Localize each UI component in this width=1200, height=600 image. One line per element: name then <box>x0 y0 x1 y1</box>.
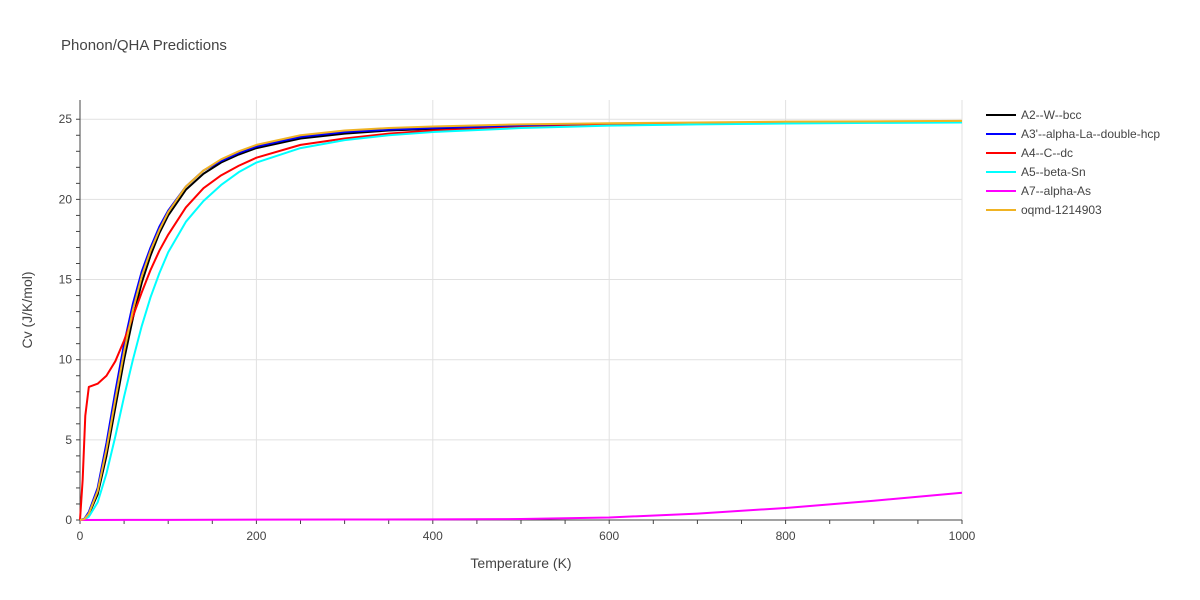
series-line-3 <box>79 121 963 521</box>
x-tick-label: 600 <box>599 529 619 543</box>
x-tick-label: 400 <box>423 529 443 543</box>
series-line-4 <box>79 491 963 521</box>
x-tick-label: 0 <box>77 529 84 543</box>
x-tick-label: 1000 <box>949 529 976 543</box>
legend-label: oqmd-1214903 <box>1021 203 1102 217</box>
y-axis-title: Cv (J/K/mol) <box>19 272 35 349</box>
x-tick-labels: 0 200 400 600 800 1000 <box>77 529 976 543</box>
axes <box>76 100 963 524</box>
legend-label: A2--W--bcc <box>1021 108 1081 122</box>
series-line-5 <box>79 119 963 521</box>
legend-label: A4--C--dc <box>1021 146 1073 160</box>
legend-label: A5--beta-Sn <box>1021 165 1086 179</box>
y-tick-label: 0 <box>65 513 72 527</box>
series-line-2 <box>79 120 963 521</box>
y-tick-label: 15 <box>59 273 73 287</box>
gridlines <box>80 100 963 520</box>
series-lines <box>79 119 963 521</box>
chart-title: Phonon/QHA Predictions <box>61 37 227 54</box>
x-axis-title: Temperature (K) <box>470 555 571 571</box>
legend-label: A7--alpha-As <box>1021 184 1091 198</box>
y-tick-labels: 0 5 10 15 20 25 <box>59 112 73 527</box>
y-tick-label: 20 <box>59 192 73 206</box>
x-tick-label: 800 <box>776 529 796 543</box>
x-tick-label: 200 <box>246 529 266 543</box>
y-tick-label: 10 <box>59 353 73 367</box>
legend: A2--W--bcc A3'--alpha-La--double-hcp A4--C… <box>986 108 1160 217</box>
y-tick-label: 5 <box>65 433 72 447</box>
legend-label: A3'--alpha-La--double-hcp <box>1021 127 1160 141</box>
y-tick-label: 25 <box>59 112 73 126</box>
